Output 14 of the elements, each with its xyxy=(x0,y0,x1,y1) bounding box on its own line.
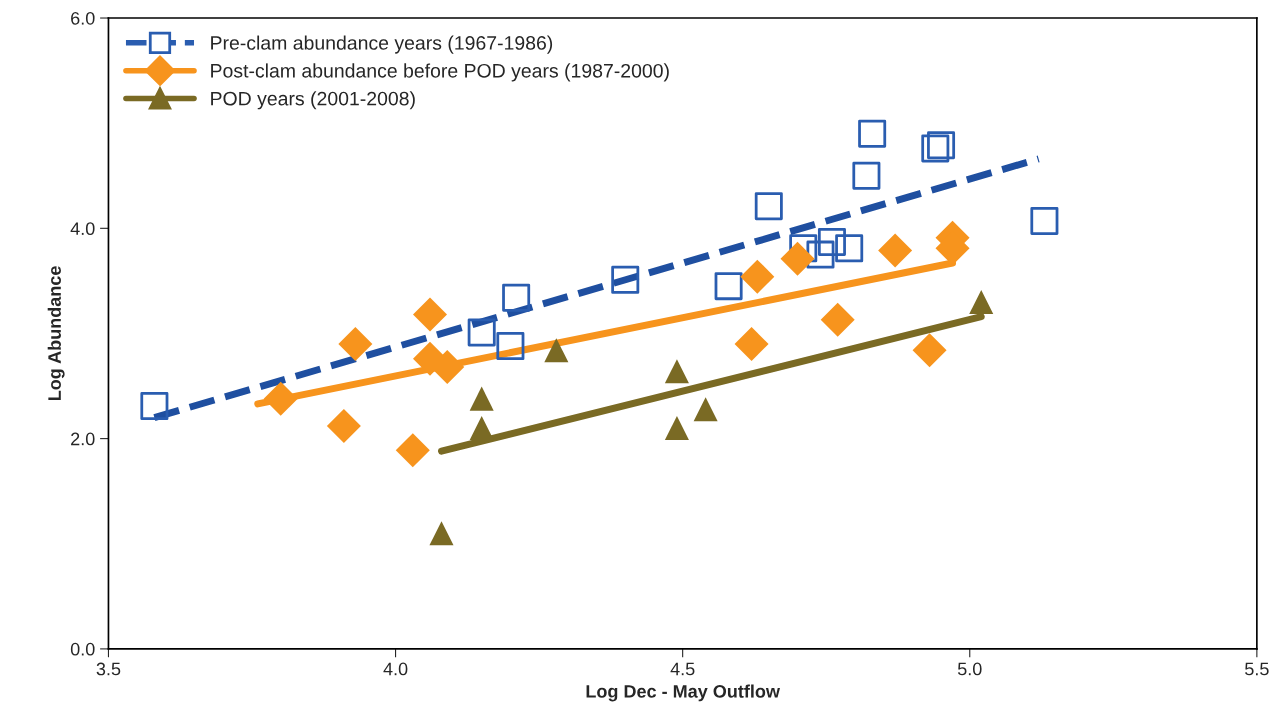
y-tick-label: 0.0 xyxy=(70,642,95,656)
y-axis-title: Log Abundance xyxy=(47,266,65,401)
x-tick-label: 5.0 xyxy=(957,662,982,676)
x-tick-label: 4.5 xyxy=(670,662,695,676)
legend-label: POD years (2001-2008) xyxy=(211,91,415,110)
legend-label: Pre-clam abundance years (1967-1986) xyxy=(211,35,553,54)
legend-label: Post-clam abundance before POD years (1987-2000) xyxy=(211,63,669,82)
x-axis-title: Log Dec - May Outflow xyxy=(586,684,780,702)
y-tick-label: 2.0 xyxy=(71,432,95,446)
y-tick-label: 6.0 xyxy=(71,11,95,25)
x-tick-label: 4.0 xyxy=(383,662,408,676)
x-tick-label: 3.5 xyxy=(96,662,121,676)
y-tick-label: 4.0 xyxy=(70,222,95,236)
x-tick-label: 5.5 xyxy=(1245,662,1269,676)
